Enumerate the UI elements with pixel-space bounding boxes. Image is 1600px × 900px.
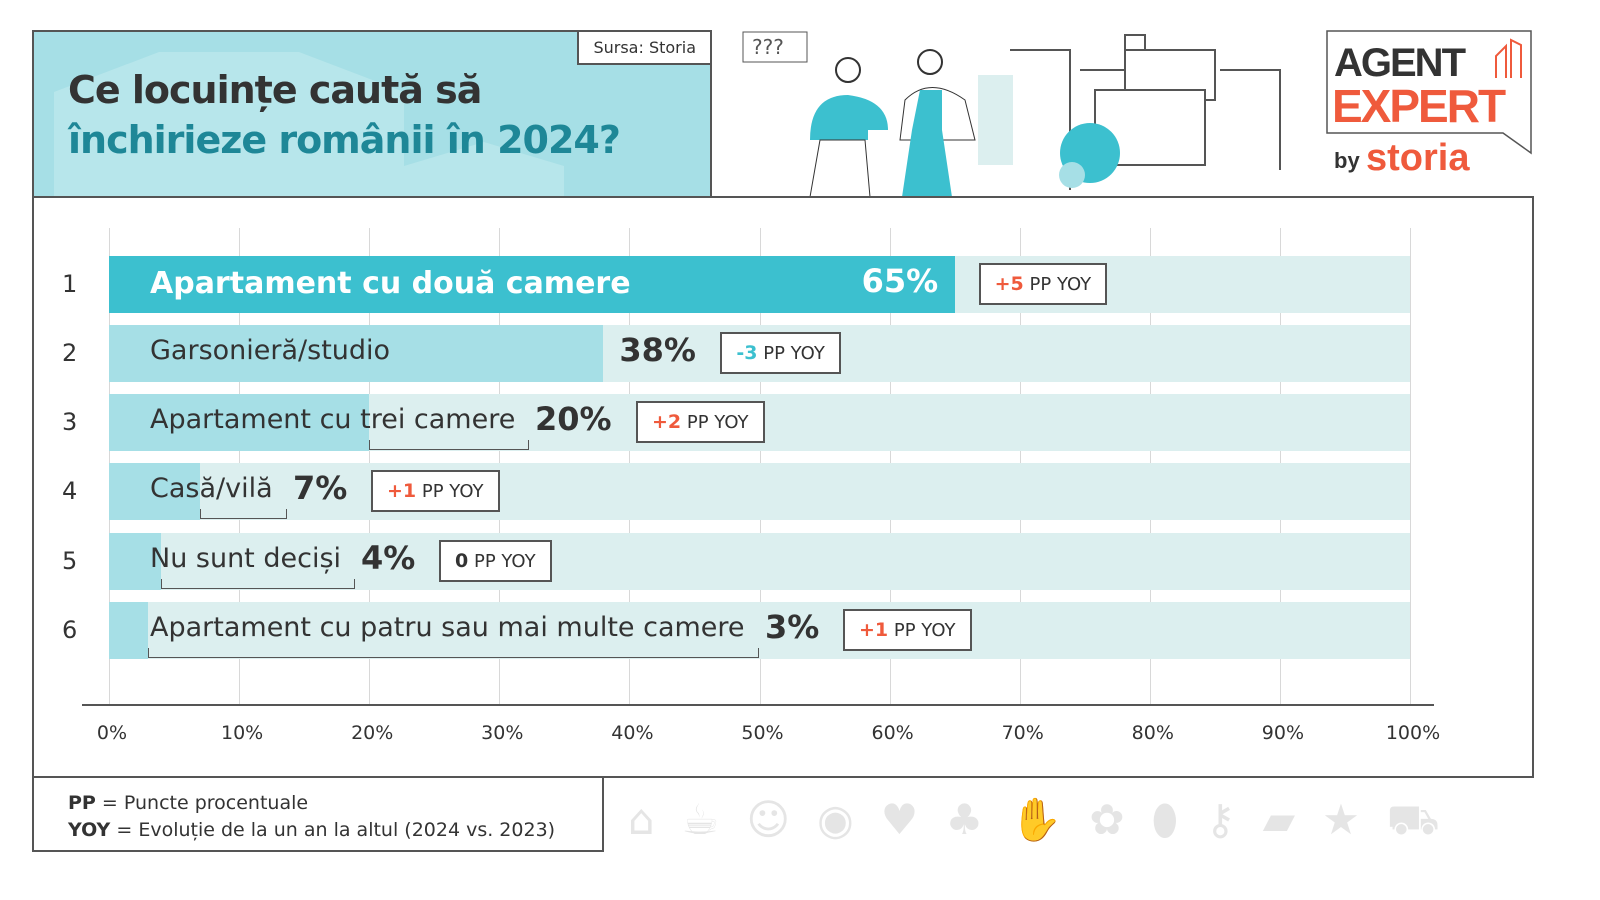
eye-icon: ◉	[817, 795, 854, 844]
connector-line	[161, 579, 355, 589]
x-tick-label: 10%	[220, 722, 264, 744]
star-icon: ★	[1322, 795, 1360, 844]
gridline	[1410, 228, 1411, 704]
yoy-suffix: PP YOY	[686, 412, 749, 433]
location-pin-icon: ⬮	[1151, 795, 1178, 844]
rank-number: 1	[62, 270, 78, 298]
speech-bubble-text: ???	[752, 35, 784, 59]
rank-number: 3	[62, 408, 78, 436]
bar-track	[109, 602, 1410, 659]
svg-text:AGENT: AGENT	[1334, 41, 1466, 85]
legend-pp-abbr: PP	[68, 792, 96, 814]
x-axis-line	[82, 704, 1434, 706]
value-label: 65%	[861, 262, 939, 300]
yoy-change: -3	[736, 342, 758, 364]
yoy-change: +1	[387, 480, 417, 502]
category-label: Garsonieră/studio	[150, 335, 391, 366]
connector-line	[369, 440, 529, 450]
yoy-change: +1	[859, 619, 889, 641]
bar	[109, 256, 955, 313]
car-icon: ⛟	[1386, 795, 1440, 844]
yoy-change: +2	[652, 411, 682, 433]
connector-line	[148, 648, 759, 658]
value-label: 4%	[361, 539, 416, 577]
page-title-line1: Ce locuințe caută să	[68, 68, 482, 112]
bar	[109, 602, 149, 659]
value-label: 38%	[619, 331, 696, 369]
value-label: 3%	[765, 608, 820, 646]
yoy-suffix: PP YOY	[893, 620, 956, 641]
x-tick-label: 80%	[1131, 722, 1174, 744]
x-tick-label: 0%	[96, 722, 128, 744]
thumbs-up-icon: ✋	[1010, 795, 1063, 844]
category-label: Nu sunt deciși	[150, 543, 342, 574]
page-title-line2: închirieze românii în 2024?	[68, 118, 621, 162]
house-decoration	[54, 52, 404, 197]
yoy-suffix: PP YOY	[1029, 274, 1092, 295]
bar	[109, 325, 604, 382]
x-tick-label: 30%	[481, 722, 524, 744]
x-tick-label: 40%	[611, 722, 654, 744]
rank-number: 6	[62, 616, 78, 644]
category-label: Apartament cu trei camere	[150, 404, 516, 435]
bar	[109, 394, 370, 451]
legend-pp-text: = Puncte procentuale	[101, 792, 309, 814]
x-tick-label: 90%	[1261, 722, 1305, 744]
tree-icon: ♣	[945, 795, 984, 844]
x-tick-label: 70%	[1001, 722, 1044, 744]
yoy-badge: +5 PP YOY	[978, 263, 1108, 305]
yoy-suffix: PP YOY	[421, 481, 484, 502]
x-tick-label: 60%	[871, 722, 914, 744]
yoy-badge: -3 PP YOY	[720, 332, 841, 374]
category-label: Apartament cu patru sau mai multe camere	[150, 612, 745, 643]
x-tick-label: 20%	[351, 722, 394, 744]
bar	[109, 533, 162, 590]
house-icon: ⌂	[628, 795, 655, 844]
yoy-suffix: PP YOY	[763, 343, 825, 364]
flower-icon: ✿	[1089, 795, 1125, 844]
value-label: 20%	[535, 400, 612, 438]
svg-text:storia: storia	[1366, 137, 1470, 179]
rank-number: 5	[62, 547, 78, 575]
bar-track	[109, 533, 1410, 590]
category-label: Casă/vilă	[150, 473, 273, 504]
bar	[109, 463, 201, 520]
source-label: Sursa: Storia	[577, 32, 710, 65]
smiley-icon: ☺	[746, 795, 791, 844]
rank-number: 2	[62, 339, 78, 367]
yoy-badge: +2 PP YOY	[636, 401, 765, 443]
legend-yoy-text: = Evoluție de la un an la altul (2024 vs…	[116, 819, 556, 841]
yoy-badge: 0 PP YOY	[439, 540, 552, 582]
yoy-suffix: PP YOY	[473, 551, 536, 572]
svg-text:EXPERT: EXPERT	[1332, 80, 1506, 132]
title-panel: Sursa: Storia Ce locuințe caută să închi…	[32, 30, 712, 197]
people-city-illustration: ???	[740, 20, 1300, 198]
legend-yoy-abbr: YOY	[68, 819, 111, 841]
category-label: Apartament cu două camere	[150, 266, 631, 301]
key-icon: ⚷	[1204, 795, 1236, 844]
yoy-change: +5	[994, 273, 1024, 295]
rank-number: 4	[62, 477, 78, 505]
agent-expert-storia-logo: AGENT EXPERT by storia	[1326, 30, 1532, 179]
x-tick-label: 100%	[1385, 722, 1441, 744]
svg-text:by: by	[1334, 148, 1360, 173]
yoy-badge: +1 PP YOY	[843, 609, 972, 651]
cup-icon: ☕	[681, 795, 720, 844]
heart-icon: ♥	[880, 795, 919, 844]
yoy-change: 0	[455, 550, 469, 572]
bar-chart: 0% 10% 20% 30% 40% 50% 60% 70% 80% 90% 100% 1 Aparta…	[32, 196, 1534, 778]
chat-icon: ▰	[1262, 795, 1296, 844]
x-tick-label: 50%	[741, 722, 784, 744]
bar-track	[109, 463, 1410, 520]
decorative-icon-row: ⌂ ☕ ☺ ◉ ♥ ♣ ✋ ✿ ⬮ ⚷ ▰ ★ ⛟	[628, 795, 1440, 850]
connector-line	[200, 509, 287, 519]
yoy-badge: +1 PP YOY	[371, 470, 500, 512]
legend-box: PP = Puncte procentuale YOY = Evoluție d…	[32, 776, 604, 852]
value-label: 7%	[293, 469, 348, 507]
